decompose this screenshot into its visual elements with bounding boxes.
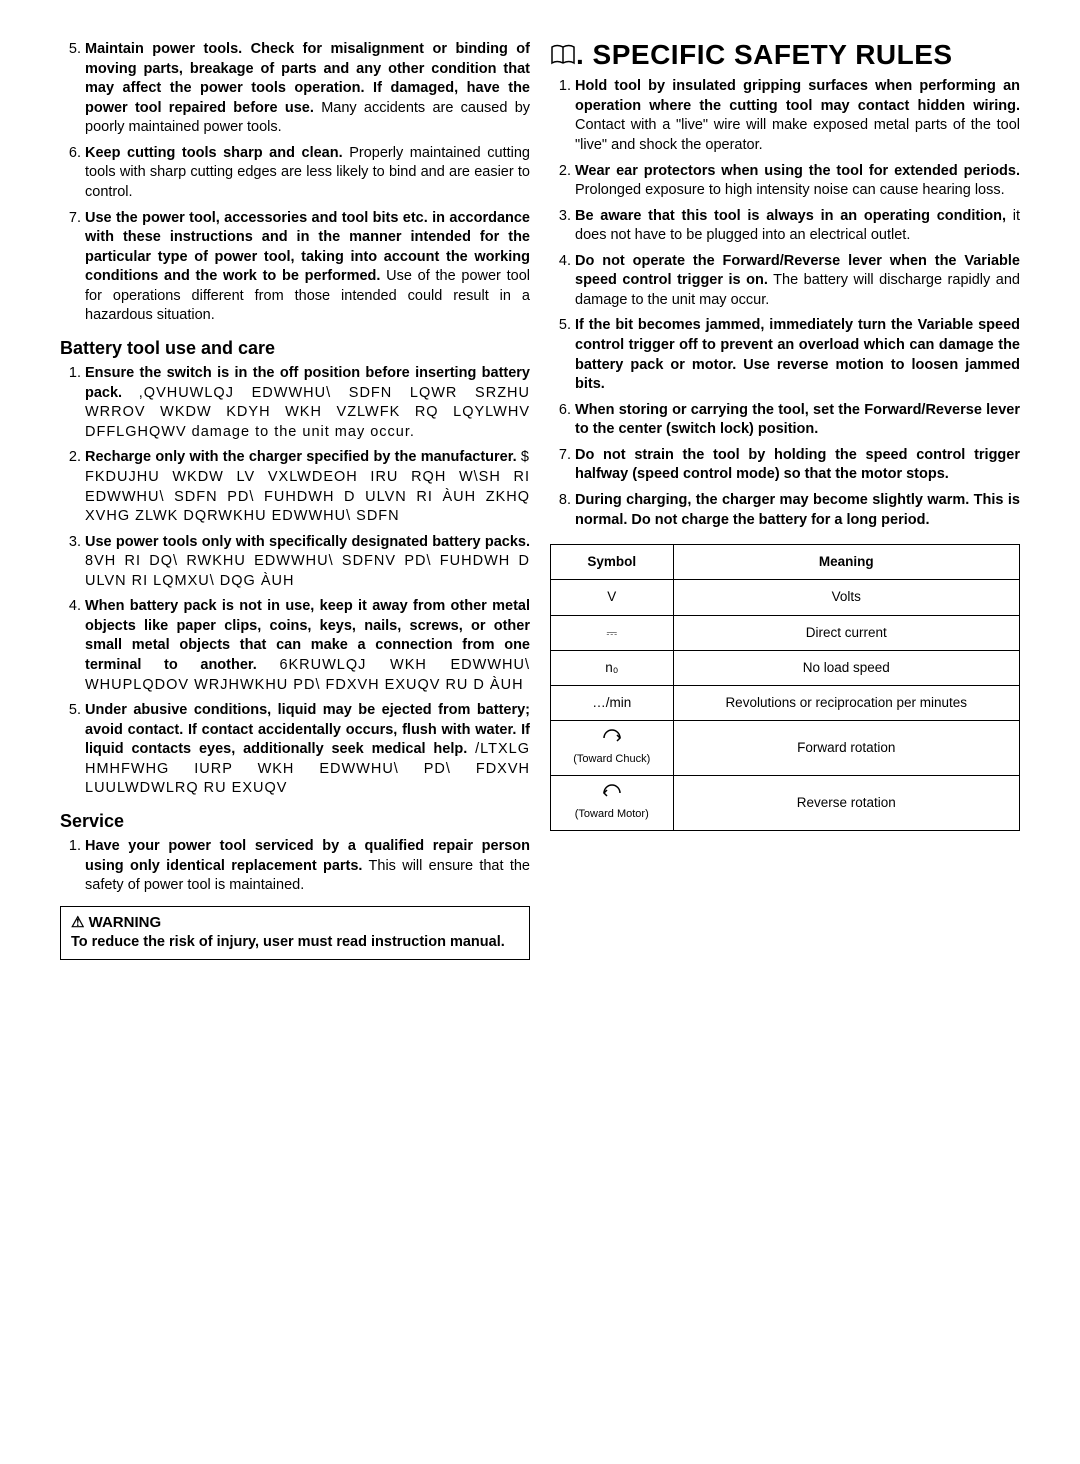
cell-symbol: …/min (551, 685, 674, 720)
spec-rule-6: When storing or carrying the tool, set t… (575, 401, 1020, 440)
spec-rule-4: Do not operate the Forward/Reverse lever… (575, 252, 1020, 311)
spec-rule-3-bold: Be aware that this tool is always in an … (575, 208, 1006, 224)
table-row: n₀No load speed (551, 650, 1020, 685)
spec-rule-5-bold: If the bit becomes jammed, immediately t… (575, 317, 1020, 392)
battery-rule-3-bold: Use power tools only with specifically d… (85, 534, 530, 550)
spec-rule-2-bold: Wear ear protectors when using the tool … (575, 163, 1020, 179)
general-rules-list-cont: Maintain power tools. Check for misalign… (60, 40, 530, 326)
battery-heading: Battery tool use and care (60, 336, 530, 360)
cell-symbol: V (551, 580, 674, 615)
symbols-table: Symbol Meaning VVolts ⎓Direct current n₀… (550, 544, 1020, 831)
spec-rule-2-text: Prolonged exposure to high intensity noi… (575, 182, 1005, 198)
rule-6: Keep cutting tools sharp and clean. Prop… (85, 144, 530, 203)
battery-rule-3-text: 8VH RI DQ\ RWKHU EDWWHU\ SDFNV PD\ FUHDW… (85, 553, 530, 589)
battery-rule-4: When battery pack is not in use, keep it… (85, 597, 530, 695)
warning-title: WARNING (71, 913, 519, 933)
rule-6-bold: Keep cutting tools sharp and clean. (85, 145, 343, 161)
cell-note: (Toward Motor) (557, 807, 667, 822)
specific-heading-text: . SPECIFIC SAFETY RULES (576, 39, 953, 70)
cell-meaning: Direct current (673, 615, 1020, 650)
table-row: (Toward Motor) Reverse rotation (551, 776, 1020, 831)
table-row: (Toward Chuck) Forward rotation (551, 721, 1020, 776)
spec-rule-5: If the bit becomes jammed, immediately t… (575, 316, 1020, 394)
table-row: VVolts (551, 580, 1020, 615)
spec-rule-3: Be aware that this tool is always in an … (575, 207, 1020, 246)
service-heading: Service (60, 809, 530, 833)
cell-meaning: No load speed (673, 650, 1020, 685)
cell-symbol: ⎓ (551, 615, 674, 650)
spec-rule-7-bold: Do not strain the tool by holding the sp… (575, 447, 1020, 483)
battery-rule-3: Use power tools only with specifically d… (85, 533, 530, 592)
battery-rule-5-bold: Under abusive conditions, liquid may be … (85, 702, 530, 757)
specific-rules-list: Hold tool by insulated gripping surfaces… (550, 77, 1020, 530)
rule-7: Use the power tool, accessories and tool… (85, 209, 530, 326)
service-rules-list: Have your power tool serviced by a quali… (60, 837, 530, 896)
spec-rule-1-text: Contact with a "live" wire will make exp… (575, 117, 1020, 153)
cell-symbol: (Toward Motor) (551, 776, 674, 831)
reverse-rotation-icon (600, 784, 624, 802)
cell-note: (Toward Chuck) (557, 752, 667, 767)
manual-icon (550, 42, 576, 71)
battery-rule-2: Recharge only with the charger specified… (85, 448, 530, 526)
battery-rule-2-bold: Recharge only with the charger specified… (85, 449, 517, 465)
th-symbol: Symbol (551, 545, 674, 580)
table-row: ⎓Direct current (551, 615, 1020, 650)
service-rule-1: Have your power tool serviced by a quali… (85, 837, 530, 896)
cell-symbol: (Toward Chuck) (551, 721, 674, 776)
warning-text: To reduce the risk of injury, user must … (71, 933, 519, 953)
spec-rule-2: Wear ear protectors when using the tool … (575, 162, 1020, 201)
forward-rotation-icon (600, 729, 624, 747)
battery-rules-list: Ensure the switch is in the off position… (60, 364, 530, 799)
spec-rule-1: Hold tool by insulated gripping surfaces… (575, 77, 1020, 155)
cell-meaning: Revolutions or reciprocation per minutes (673, 685, 1020, 720)
left-column: Maintain power tools. Check for misalign… (60, 40, 530, 960)
two-column-layout: Maintain power tools. Check for misalign… (60, 40, 1020, 960)
cell-meaning: Reverse rotation (673, 776, 1020, 831)
warning-box: WARNING To reduce the risk of injury, us… (60, 906, 530, 960)
table-row: …/minRevolutions or reciprocation per mi… (551, 685, 1020, 720)
spec-rule-7: Do not strain the tool by holding the sp… (575, 446, 1020, 485)
cell-meaning: Forward rotation (673, 721, 1020, 776)
cell-symbol: n₀ (551, 650, 674, 685)
table-header-row: Symbol Meaning (551, 545, 1020, 580)
spec-rule-8: During charging, the charger may become … (575, 491, 1020, 530)
right-column: . SPECIFIC SAFETY RULES Hold tool by ins… (550, 40, 1020, 960)
spec-rule-6-bold: When storing or carrying the tool, set t… (575, 402, 1020, 438)
specific-safety-rules-heading: . SPECIFIC SAFETY RULES (550, 40, 1020, 71)
spec-rule-1-bold: Hold tool by insulated gripping surfaces… (575, 78, 1020, 114)
rule-5: Maintain power tools. Check for misalign… (85, 40, 530, 138)
battery-rule-5: Under abusive conditions, liquid may be … (85, 701, 530, 799)
cell-meaning: Volts (673, 580, 1020, 615)
battery-rule-1: Ensure the switch is in the off position… (85, 364, 530, 442)
th-meaning: Meaning (673, 545, 1020, 580)
battery-rule-1-text: ,QVHUWLQJ EDWWHU\ SDFN LQWR SRZHU WRROV … (85, 385, 530, 440)
spec-rule-8-bold: During charging, the charger may become … (575, 492, 1020, 528)
